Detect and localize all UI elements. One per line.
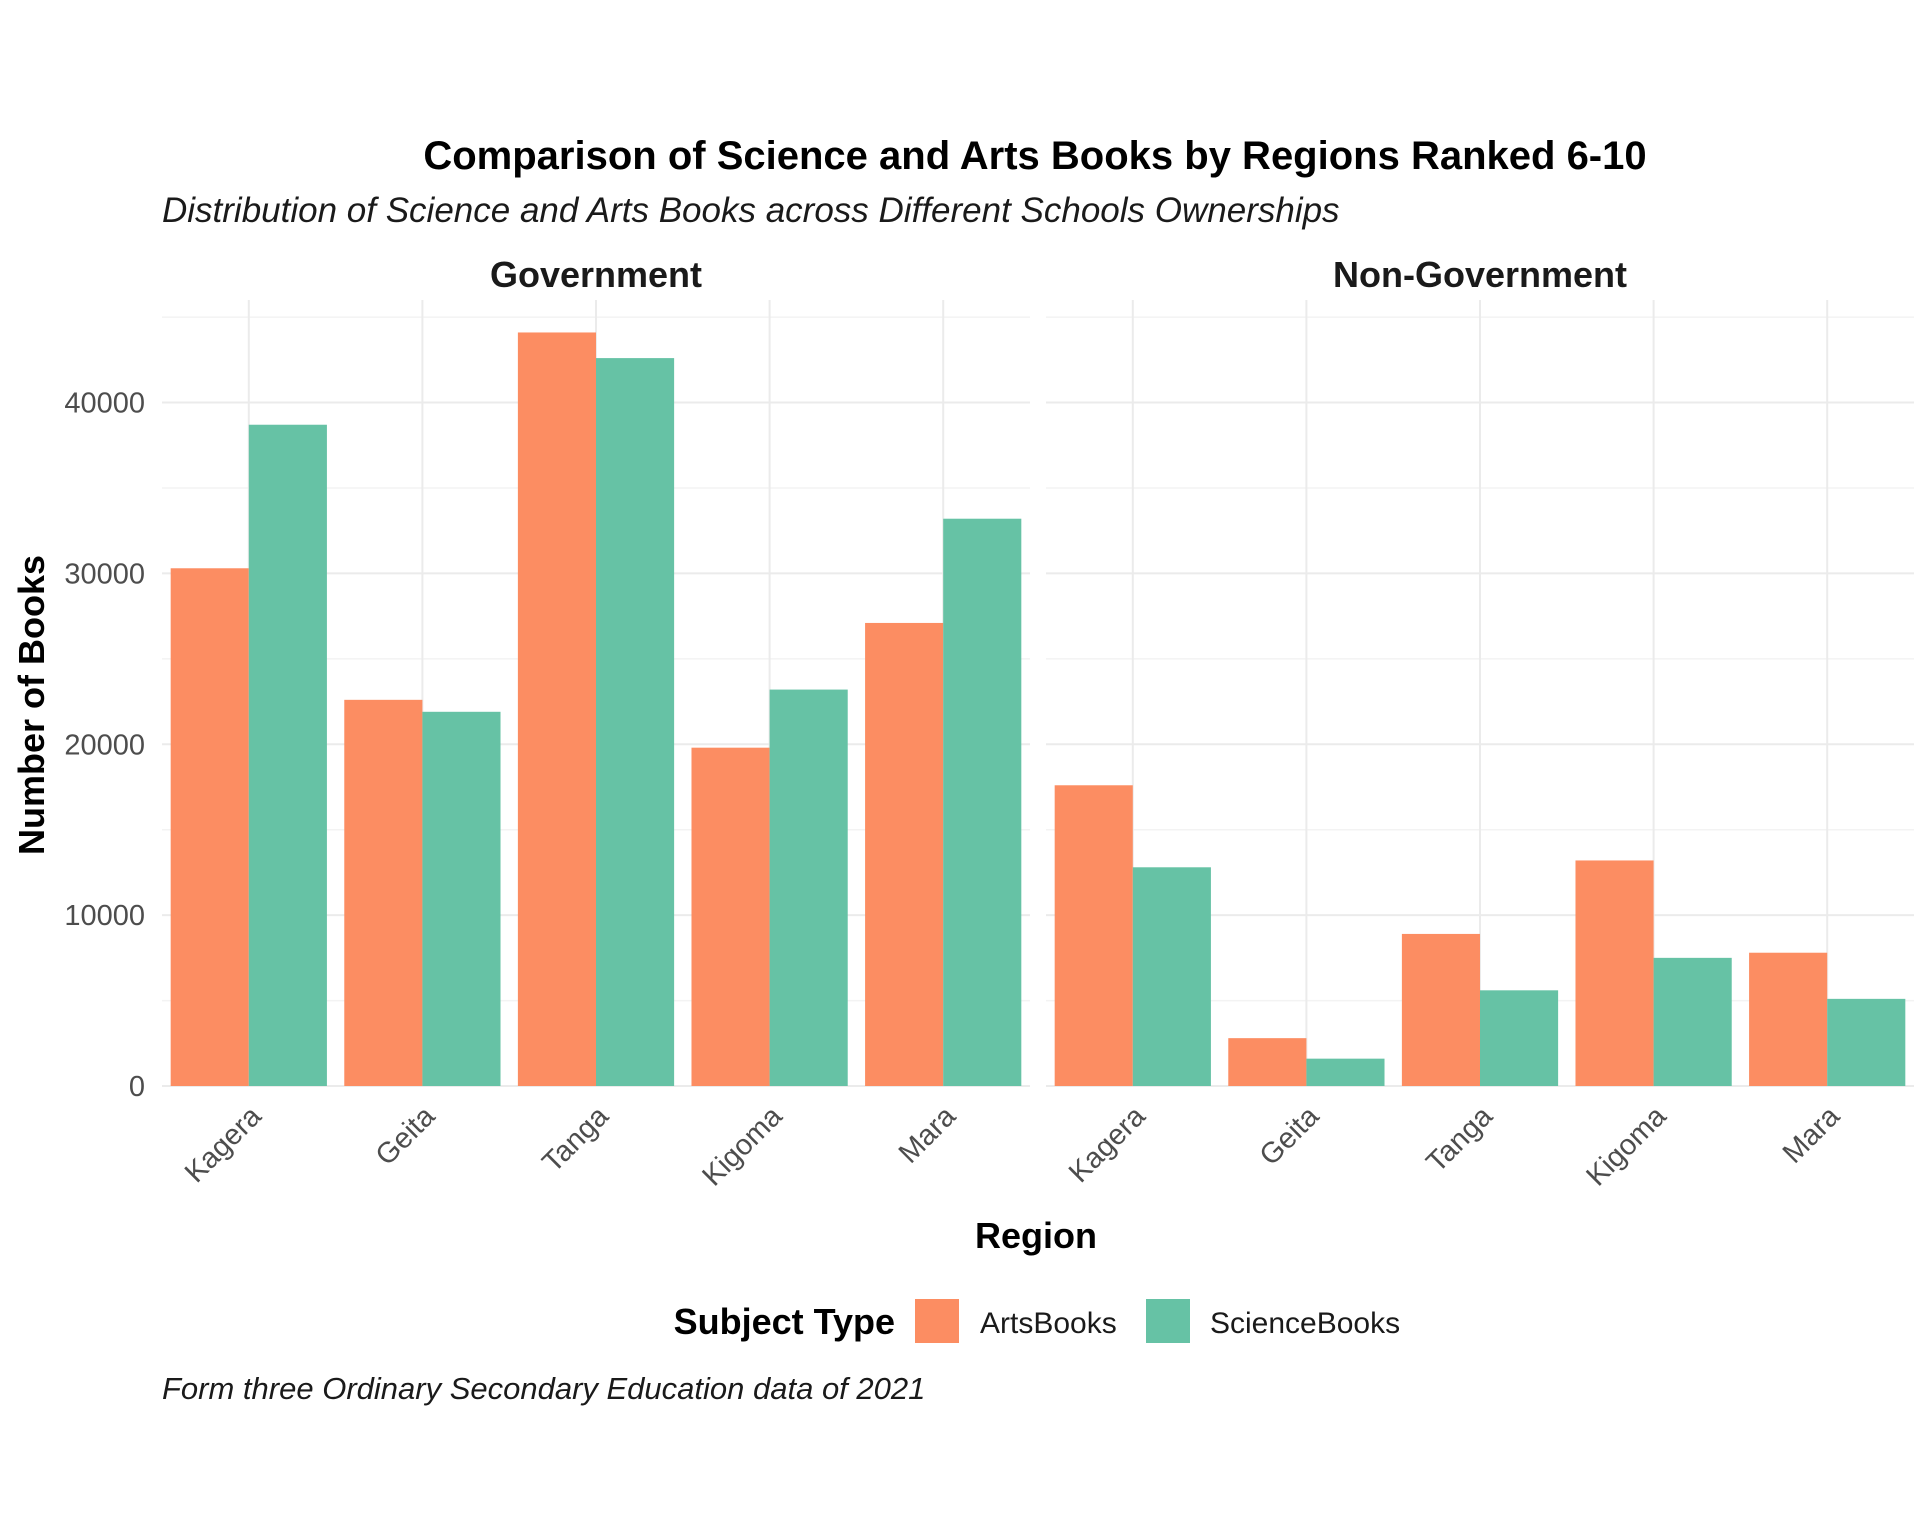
x-tick-label: Kigoma <box>696 1100 789 1193</box>
bar-sciencebooks-kigoma <box>1653 957 1732 1086</box>
bar-sciencebooks-mara <box>943 518 1022 1086</box>
bar-artsbooks-tanga <box>1401 933 1480 1086</box>
facet-strip-label: Non-Government <box>1333 254 1627 295</box>
bar-sciencebooks-kagera <box>1132 867 1211 1086</box>
chart-caption: Form three Ordinary Secondary Education … <box>162 1371 925 1406</box>
bar-artsbooks-tanga <box>517 332 596 1086</box>
x-tick-label: Kagera <box>179 1100 268 1189</box>
bar-artsbooks-geita <box>344 699 423 1086</box>
chart-subtitle: Distribution of Science and Arts Books a… <box>162 191 1340 230</box>
y-tick-label: 10000 <box>64 900 145 932</box>
bar-sciencebooks-tanga <box>596 358 675 1086</box>
bar-sciencebooks-kigoma <box>769 689 848 1086</box>
x-tick-label: Kagera <box>1063 1100 1152 1189</box>
y-tick-label: 0 <box>129 1071 145 1103</box>
bar-artsbooks-mara <box>1749 952 1828 1086</box>
legend-label-sciencebooks: ScienceBooks <box>1210 1307 1400 1340</box>
y-axis-ticks: 0 10000 20000 30000 40000 <box>64 388 145 1103</box>
bar-artsbooks-kagera <box>170 568 249 1086</box>
y-axis-title: Number of Books <box>11 555 52 855</box>
x-tick-label: Geita <box>370 1100 442 1172</box>
bar-artsbooks-kigoma <box>1575 860 1654 1086</box>
bar-sciencebooks-tanga <box>1480 990 1559 1086</box>
facet-strip-label: Government <box>490 254 702 295</box>
bar-sciencebooks-geita <box>1306 1058 1385 1086</box>
x-tick-label: Tanga <box>1420 1100 1499 1179</box>
x-tick-label: Geita <box>1254 1100 1326 1172</box>
x-tick-label: Kigoma <box>1580 1100 1673 1193</box>
y-tick-label: 30000 <box>64 558 145 590</box>
y-tick-label: 40000 <box>64 388 145 420</box>
facet-panel-non-government: Non-Government Kagera Geita Tanga Kigoma Mara <box>1046 254 1914 1192</box>
bar-artsbooks-geita <box>1228 1038 1307 1086</box>
legend: Subject Type ArtsBooks ScienceBooks <box>674 1299 1400 1343</box>
chart-title: Comparison of Science and Arts Books by … <box>423 134 1646 178</box>
x-tick-label: Tanga <box>536 1100 615 1179</box>
bar-artsbooks-kagera <box>1054 785 1133 1086</box>
legend-swatch-sciencebooks <box>1146 1299 1190 1343</box>
x-tick-label: Mara <box>1777 1100 1847 1170</box>
facet-panel-government: Government Kagera Geita Tanga Kigoma Mara <box>162 254 1030 1192</box>
bar-artsbooks-mara <box>865 622 944 1086</box>
bar-sciencebooks-kagera <box>248 424 327 1087</box>
x-axis-title: Region <box>975 1215 1097 1256</box>
legend-swatch-artsbooks <box>915 1299 959 1343</box>
bar-sciencebooks-geita <box>422 711 501 1086</box>
bar-artsbooks-kigoma <box>691 747 770 1086</box>
legend-title: Subject Type <box>674 1301 895 1342</box>
x-tick-label: Mara <box>893 1100 963 1170</box>
legend-label-artsbooks: ArtsBooks <box>980 1307 1117 1340</box>
y-tick-label: 20000 <box>64 729 145 761</box>
bar-sciencebooks-mara <box>1827 998 1906 1086</box>
